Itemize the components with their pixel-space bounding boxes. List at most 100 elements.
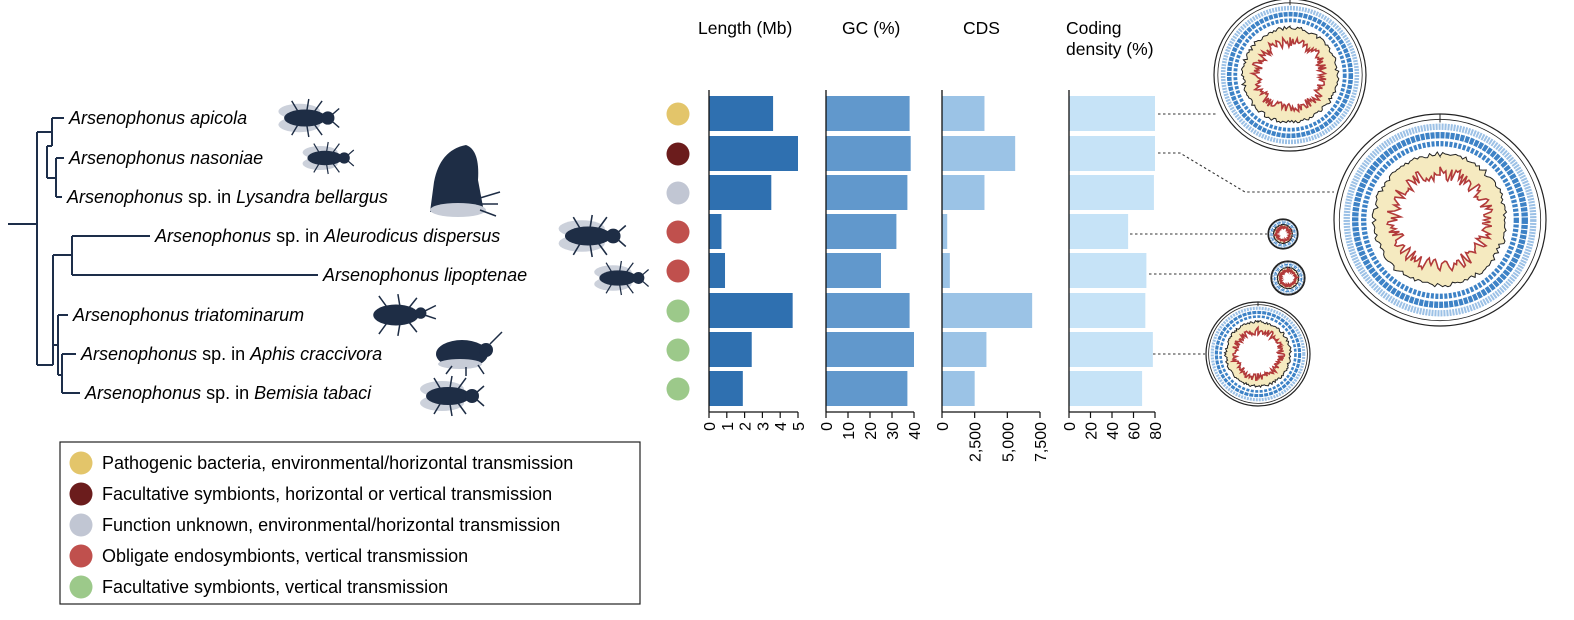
taxon-genus: Arsenophonus [66, 187, 183, 207]
bar [709, 371, 743, 406]
tick-label: 7,500 [1033, 422, 1050, 462]
tick-label: 10 [841, 422, 858, 440]
legend-label: Function unknown, environmental/horizont… [102, 515, 560, 535]
bar [1069, 214, 1129, 249]
legend: Pathogenic bacteria, environmental/horiz… [59, 441, 641, 605]
tick-label: 0 [935, 422, 952, 431]
tick-label: 80 [1148, 422, 1165, 440]
panel-title: GC (%) [842, 18, 900, 38]
bar [709, 175, 772, 210]
phylogenetic-tree [8, 117, 318, 394]
insect-icons [278, 98, 650, 417]
legend-swatch [69, 482, 93, 506]
legend-label: Facultative symbionts, vertical transmis… [102, 577, 448, 597]
genome-maps [1130, 0, 1547, 407]
kissing-bug-icon [373, 293, 437, 337]
bar [942, 175, 985, 210]
bar [1069, 371, 1143, 406]
taxon-genus: Arsenophonus [84, 383, 201, 403]
bar [1069, 175, 1154, 210]
genome-map-nasoniae [1333, 113, 1547, 327]
bar [826, 371, 908, 406]
taxon-label: Arsenophonus lipoptenae [322, 265, 527, 285]
legend-swatch [69, 513, 93, 537]
tick-label: 20 [863, 422, 880, 440]
butterfly-icon [430, 145, 501, 217]
panel-title-line: density (%) [1066, 39, 1154, 59]
taxon-host: Bemisia tabaci [254, 383, 372, 403]
category-dot [666, 299, 690, 323]
tick-label: 0 [819, 422, 836, 431]
panel-1: GC (%) 0 10 20 30 40 [819, 18, 924, 440]
tick-label: 40 [1105, 422, 1122, 440]
taxon-label: Arsenophonus apicola [68, 108, 247, 128]
taxon-host: Aleurodicus dispersus [323, 226, 500, 246]
taxon-connector: sp. in [197, 344, 250, 364]
taxon-label: Arsenophonus sp. in Lysandra bellargus [66, 187, 388, 207]
legend-swatch [69, 451, 93, 475]
category-dot [666, 259, 690, 283]
tick-label: 5,000 [1000, 422, 1017, 462]
bar [709, 293, 793, 328]
bar [709, 214, 722, 249]
bar [1069, 293, 1146, 328]
tick-label: 0 [1062, 422, 1079, 431]
tick-label: 2 [738, 422, 755, 431]
genome-map-aphis [1205, 301, 1311, 407]
category-dot [666, 338, 690, 362]
legend-label: Pathogenic bacteria, environmental/horiz… [102, 453, 573, 473]
genome-map-aleurodicus [1267, 218, 1299, 250]
wasp-icon [302, 141, 355, 175]
category-dot [666, 142, 690, 166]
bar [826, 253, 881, 288]
bar [709, 332, 752, 367]
category-dot [666, 181, 690, 205]
panel-title-line: CDS [963, 18, 1000, 38]
panel-title: CDS [963, 18, 1000, 38]
bar [826, 332, 914, 367]
bar [826, 293, 910, 328]
bar [826, 96, 910, 131]
bar [942, 371, 975, 406]
bar [826, 214, 897, 249]
taxon-genus: Arsenophonus lipoptenae [322, 265, 527, 285]
bar [942, 214, 948, 249]
genome-map-apicola [1213, 0, 1367, 152]
taxon-connector: sp. in [271, 226, 324, 246]
taxon-genus: Arsenophonus [80, 344, 197, 364]
legend-label: Obligate endosymbionts, vertical transmi… [102, 546, 468, 566]
louse-fly-icon [594, 260, 650, 296]
tick-label: 40 [907, 422, 924, 440]
bar [1069, 253, 1147, 288]
bar [942, 293, 1033, 328]
taxon-genus: Arsenophonus nasoniae [68, 148, 263, 168]
panel-3: Coding density (%) 0 20 40 60 80 [1062, 18, 1165, 440]
legend-label: Facultative symbionts, horizontal or ver… [102, 484, 552, 504]
whitefly-icon [558, 214, 627, 258]
taxon-genus: Arsenophonus triatominarum [72, 305, 304, 325]
bar [942, 253, 950, 288]
panel-title-line: GC (%) [842, 18, 900, 38]
bar [709, 253, 726, 288]
bar [942, 332, 987, 367]
bee-icon [278, 98, 340, 138]
tick-label: 0 [702, 422, 719, 431]
bar [942, 136, 1016, 171]
bar [826, 136, 911, 171]
bar [709, 96, 774, 131]
taxon-genus: Arsenophonus [154, 226, 271, 246]
connector-line [1158, 152, 1334, 193]
panel-title-line: Coding [1066, 18, 1121, 38]
bar [1069, 332, 1153, 367]
taxon-label: Arsenophonus sp. in Aphis craccivora [80, 344, 382, 364]
bar [709, 136, 798, 171]
taxon-labels: Arsenophonus apicola Arsenophonus nasonia… [66, 108, 527, 403]
taxon-label: Arsenophonus triatominarum [72, 305, 304, 325]
legend-box [59, 441, 641, 605]
taxon-label: Arsenophonus nasoniae [68, 148, 263, 168]
bar [942, 96, 985, 131]
tick-label: 30 [885, 422, 902, 440]
tick-label: 4 [773, 422, 790, 431]
tick-label: 20 [1084, 422, 1101, 440]
